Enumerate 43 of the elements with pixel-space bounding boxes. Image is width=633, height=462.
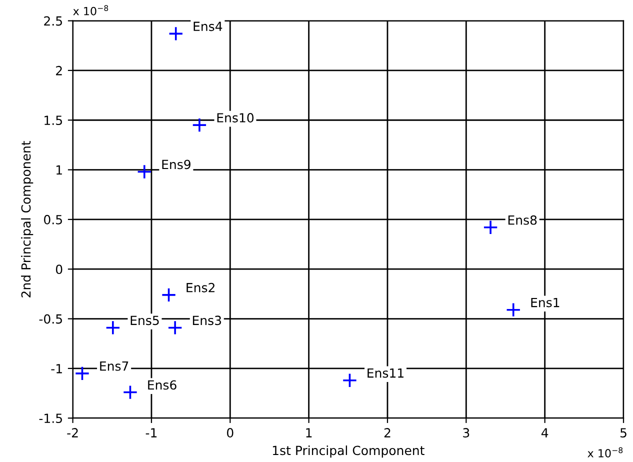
y-tick-label: 0 [56,264,62,274]
annotation: Ens10 [217,113,254,122]
point [74,366,90,381]
y-tick-label: -0.5 [39,314,62,324]
annotation: Ens3 [192,316,222,326]
point [105,320,120,336]
point [168,320,183,336]
annotation: Ens11 [368,368,404,378]
y-axis-title: 2nd Principal Component [21,140,34,298]
point [136,164,152,180]
y-tick-label: 1.5 [44,116,62,126]
x-tick-label: 4 [541,428,548,438]
x-tick-label: 2 [384,428,390,438]
x-tick-label: -1 [146,428,157,438]
point [192,118,207,133]
annotation: Ens9 [162,160,190,170]
point [161,287,176,302]
y-tick-label: 1 [56,165,62,175]
annotation: Ens2 [186,282,214,292]
y-tick-label: -1 [51,364,62,374]
y-tick-label: 2 [56,66,62,76]
annotation: Ens7 [100,362,128,371]
point [122,384,138,400]
annotation: Ens4 [194,22,222,32]
annotation: Ens8 [508,215,537,225]
annotation: Ens5 [130,316,159,326]
x-tick-label: 1 [306,428,312,438]
x-tick-label: 5 [620,428,626,438]
annotation: Ens6 [148,380,176,390]
point [506,302,521,318]
x-tick-label: -2 [67,428,78,438]
y-tick-label: 2.5 [44,16,62,26]
x-tick-label: 3 [463,428,470,438]
annotation: Ens1 [531,298,560,308]
x-axis-title: 1st Principal Component [272,445,424,458]
text: x 10$^{−8}$ [73,5,108,16]
point [342,372,358,388]
point [168,26,184,42]
y-tick-label: 0.5 [44,214,62,224]
y-tick-label: -1.5 [39,414,62,424]
text: x 10$^{−8}$ [588,447,623,458]
point [483,220,498,235]
x-tick-label: 0 [226,428,234,438]
